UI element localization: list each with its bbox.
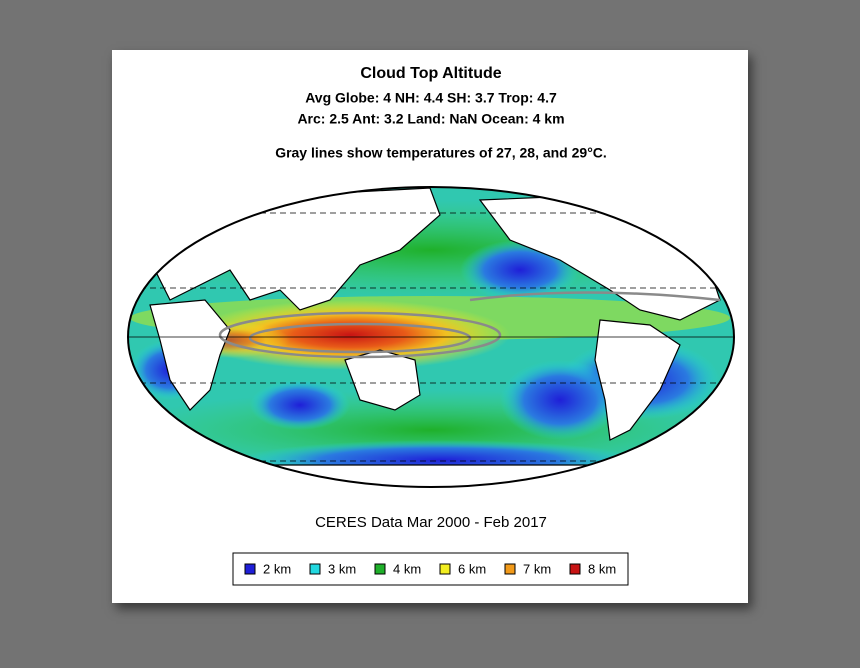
legend-label: 7 km [523,561,551,576]
legend-swatch [309,563,321,575]
legend-swatch [374,563,386,575]
globe-outline [127,186,735,488]
legend-items: 2 km 3 km 4 km 6 km 7 km 8 km [244,561,616,576]
note: Gray lines show temperatures of 27, 28, … [275,145,607,161]
map [128,187,734,487]
legend [232,552,629,586]
temperature-contour [218,291,721,359]
title: Cloud Top Altitude [360,65,501,82]
legend-swatch [439,563,451,575]
stats-line: Arc: 2.5 Ant: 3.2 Land: NaN Ocean: 4 km [297,111,564,127]
source: CERES Data Mar 2000 - Feb 2017 [315,514,547,531]
legend-swatch [569,563,581,575]
legend-label: 2 km [263,561,291,576]
legend-swatch [504,563,516,575]
stats-line: Avg Globe: 4 NH: 4.4 SH: 3.7 Trop: 4.7 [305,90,557,106]
legend-label: 4 km [393,561,421,576]
legend-label: 3 km [328,561,356,576]
legend-label: 6 km [458,561,486,576]
legend-swatch [244,563,256,575]
legend-label: 8 km [588,561,616,576]
